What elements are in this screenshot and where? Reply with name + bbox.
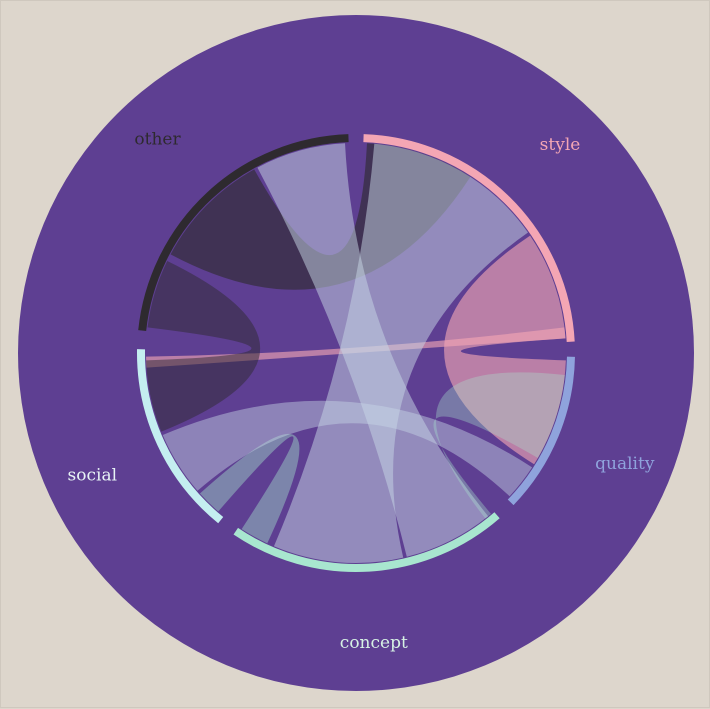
group-arc-style xyxy=(363,134,575,342)
ribbon-style-concept xyxy=(273,143,529,564)
group-label-concept: concept xyxy=(340,633,408,653)
ribbon-other-concept xyxy=(257,143,489,557)
ribbon-concept-quality xyxy=(433,372,565,519)
ribbon-concept-social xyxy=(199,433,300,544)
ribbon-other-social xyxy=(146,260,261,432)
group-label-other: other xyxy=(134,130,181,150)
group-arcs-layer xyxy=(137,134,575,572)
ribbon-style-style xyxy=(444,235,566,465)
group-arc-other xyxy=(138,134,349,331)
group-arc-concept xyxy=(233,512,500,572)
group-arc-social xyxy=(137,349,224,524)
group-arc-quality xyxy=(507,356,575,506)
ribbons-layer xyxy=(146,143,566,564)
group-label-social: social xyxy=(68,466,118,486)
group-label-quality: quality xyxy=(595,454,655,474)
group-labels-layer: style quality concept social other xyxy=(68,130,655,653)
ribbon-quality-social xyxy=(162,400,533,497)
group-label-style: style xyxy=(540,135,581,155)
